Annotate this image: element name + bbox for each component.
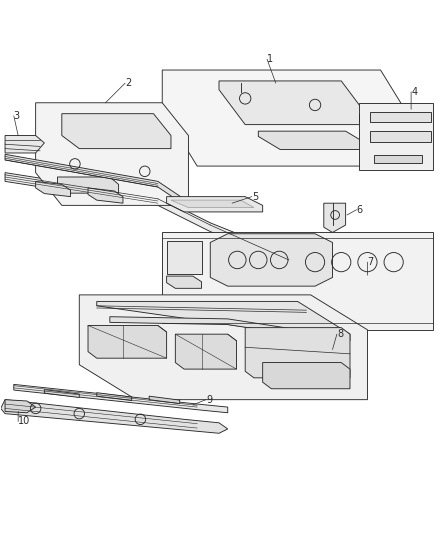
Polygon shape (171, 200, 254, 207)
Polygon shape (210, 234, 332, 286)
Polygon shape (166, 241, 201, 274)
Polygon shape (175, 334, 237, 369)
Polygon shape (166, 276, 201, 288)
Polygon shape (44, 390, 79, 398)
Polygon shape (97, 393, 132, 400)
Text: 1: 1 (267, 54, 273, 64)
Polygon shape (374, 155, 422, 163)
Polygon shape (5, 173, 297, 266)
Polygon shape (62, 114, 171, 149)
Polygon shape (35, 103, 188, 205)
Polygon shape (5, 154, 188, 207)
Text: 6: 6 (357, 205, 363, 215)
Polygon shape (263, 362, 350, 389)
Polygon shape (219, 81, 367, 125)
Text: 5: 5 (252, 192, 258, 201)
Text: 3: 3 (14, 111, 20, 121)
Polygon shape (110, 317, 315, 340)
Polygon shape (162, 231, 433, 330)
Polygon shape (35, 181, 71, 197)
Text: 8: 8 (337, 329, 343, 339)
Polygon shape (5, 400, 35, 413)
Polygon shape (57, 177, 119, 193)
Polygon shape (370, 111, 431, 123)
Polygon shape (245, 328, 350, 378)
Text: 7: 7 (367, 257, 374, 267)
Polygon shape (88, 188, 123, 203)
Polygon shape (149, 396, 180, 403)
Polygon shape (5, 135, 44, 153)
Polygon shape (97, 302, 350, 341)
Polygon shape (359, 103, 433, 171)
Polygon shape (79, 295, 367, 400)
Polygon shape (324, 203, 346, 232)
Polygon shape (88, 326, 166, 358)
Polygon shape (258, 131, 367, 149)
Text: 4: 4 (411, 87, 417, 97)
Polygon shape (14, 384, 228, 413)
Text: 2: 2 (125, 78, 131, 88)
Text: 10: 10 (18, 416, 30, 426)
Text: 9: 9 (206, 394, 212, 405)
Polygon shape (1, 400, 228, 433)
Polygon shape (166, 197, 263, 212)
Polygon shape (162, 70, 416, 166)
Polygon shape (370, 131, 431, 142)
